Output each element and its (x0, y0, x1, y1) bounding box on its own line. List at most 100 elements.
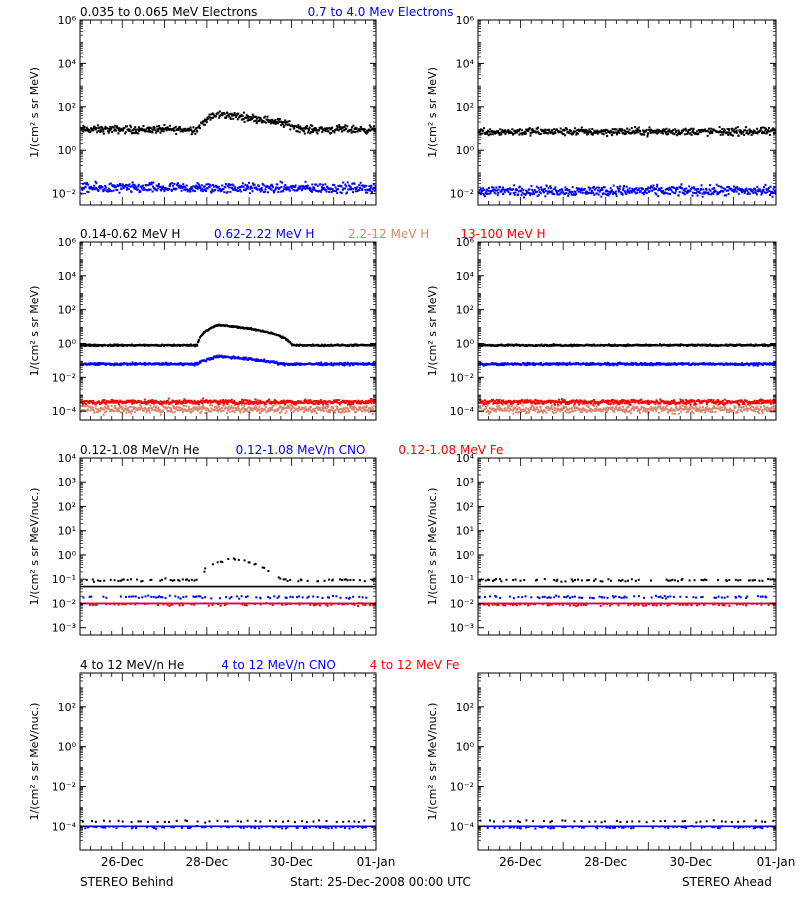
data-point (502, 187, 504, 189)
data-point (204, 412, 206, 414)
data-point (163, 130, 165, 132)
data-point (718, 185, 720, 187)
data-point (117, 132, 119, 134)
data-point (132, 181, 134, 183)
data-point (635, 187, 637, 189)
data-point (191, 133, 193, 135)
data-point (244, 121, 246, 123)
data-point (346, 125, 348, 127)
data-point (264, 409, 266, 411)
data-point (321, 126, 323, 128)
data-point (130, 130, 132, 132)
data-point (597, 189, 599, 191)
plot-frame (478, 20, 776, 205)
data-point (730, 132, 732, 134)
data-point (306, 125, 308, 127)
data-point (93, 412, 95, 414)
data-point (169, 183, 171, 185)
data-point (565, 192, 567, 194)
data-point (568, 189, 570, 191)
data-points (80, 324, 378, 416)
data-point (746, 130, 748, 132)
data-point (335, 190, 337, 192)
data-point (726, 186, 728, 188)
data-point (130, 406, 132, 408)
data-point (202, 398, 204, 400)
data-point (237, 113, 239, 115)
data-point (233, 400, 235, 402)
data-point (497, 194, 499, 196)
data-point (371, 191, 373, 193)
data-point (338, 124, 340, 126)
data-point (559, 189, 561, 191)
data-point (769, 194, 771, 196)
data-points (478, 126, 778, 198)
data-point (515, 191, 517, 193)
data-point (175, 403, 177, 405)
data-point (267, 191, 269, 193)
data-point (315, 129, 317, 131)
data-point (364, 186, 366, 188)
data-point (525, 133, 527, 135)
data-point (297, 124, 299, 126)
data-point (301, 185, 303, 187)
data-point (304, 133, 306, 135)
data-point (170, 408, 172, 410)
data-point (275, 188, 277, 190)
data-point (238, 408, 240, 410)
data-point (591, 190, 593, 192)
data-point (642, 129, 644, 131)
data-point (625, 133, 627, 135)
data-point (589, 187, 591, 189)
data-point (152, 182, 154, 184)
data-point (700, 188, 702, 190)
data-point (211, 192, 213, 194)
data-point (303, 130, 305, 132)
data-point (336, 406, 338, 408)
data-point (708, 128, 710, 130)
data-point (103, 414, 105, 416)
data-point (194, 133, 196, 135)
data-point (370, 126, 372, 128)
data-point (322, 184, 324, 186)
data-point (124, 408, 126, 410)
data-point (571, 191, 573, 193)
data-point (125, 131, 127, 133)
data-point (738, 135, 740, 137)
data-point (237, 406, 239, 408)
data-point (581, 127, 583, 129)
data-point (126, 187, 128, 189)
data-point (98, 190, 100, 192)
data-point (329, 411, 331, 413)
data-point (274, 121, 276, 123)
data-point (172, 185, 174, 187)
data-point (249, 192, 251, 194)
y-tick-label: 10⁰ (58, 144, 77, 157)
data-point (280, 411, 282, 413)
data-point (210, 185, 212, 187)
y-axis-label: 1/(cm² s sr MeV) (426, 67, 439, 158)
data-point (550, 187, 552, 189)
y-tick-label: 10⁶ (58, 14, 77, 27)
data-point (204, 188, 206, 190)
data-point (676, 188, 678, 190)
data-point (591, 128, 593, 130)
data-point (325, 189, 327, 191)
data-point (728, 193, 730, 195)
data-point (501, 191, 503, 193)
data-point (199, 124, 201, 126)
data-point (209, 404, 211, 406)
data-point (592, 192, 594, 194)
data-point (273, 191, 275, 193)
data-point (214, 189, 216, 191)
data-point (613, 132, 615, 134)
footer-right-label: STEREO Ahead (682, 875, 772, 889)
data-point (207, 118, 209, 120)
data-point (625, 193, 627, 195)
data-point (168, 188, 170, 190)
data-point (297, 130, 299, 132)
data-point (341, 185, 343, 187)
data-point (744, 191, 746, 193)
data-point (488, 187, 490, 189)
data-point (603, 192, 605, 194)
